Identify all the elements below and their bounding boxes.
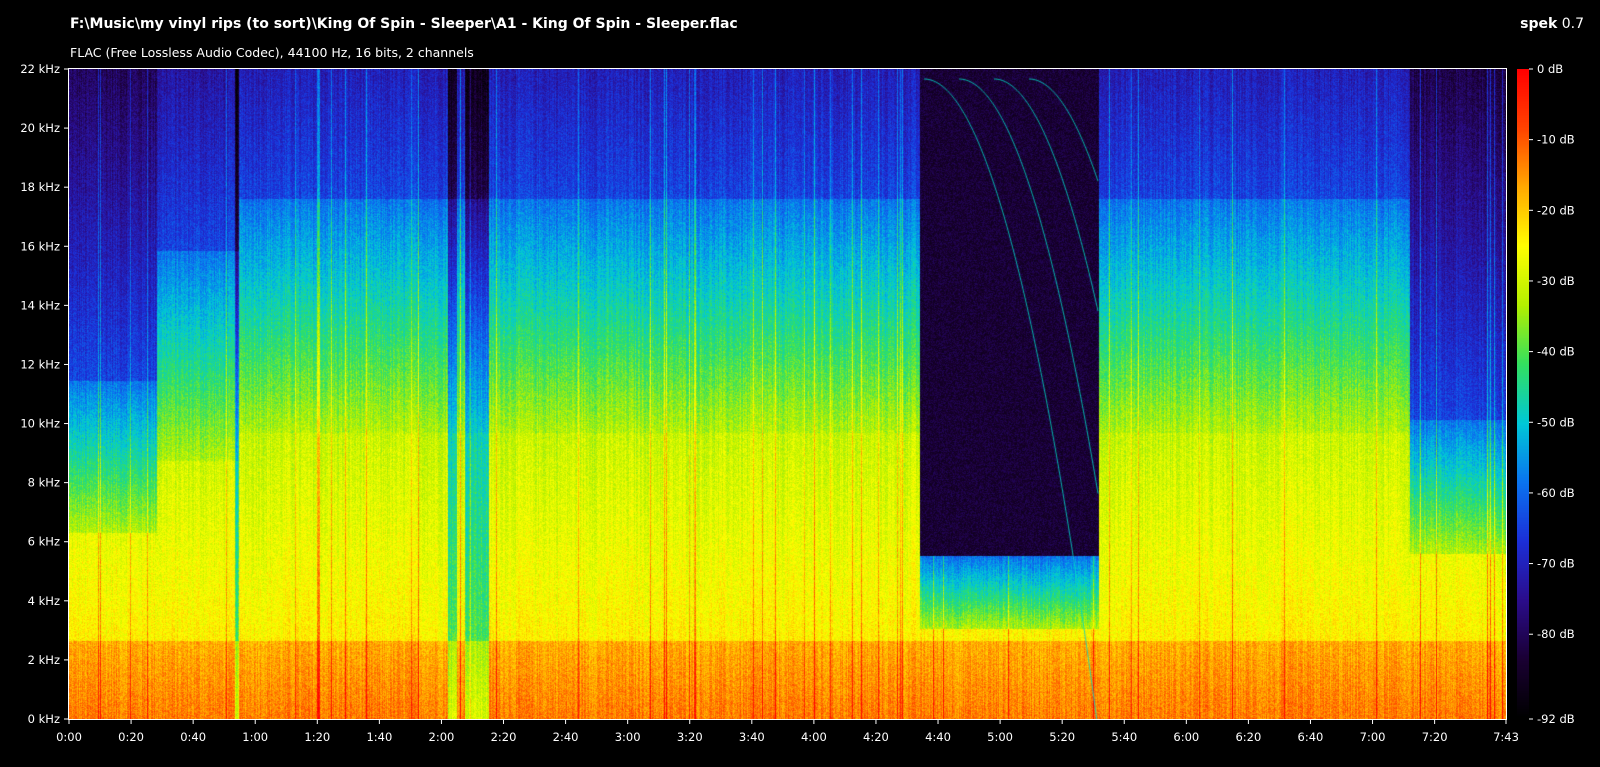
- time-tick-label: 7:00: [1360, 730, 1386, 744]
- spectrogram-image[interactable]: [69, 69, 1506, 719]
- time-tick-label: 3:00: [615, 730, 641, 744]
- time-tick-label: 3:20: [677, 730, 703, 744]
- db-tick-label: 0 dB: [1537, 62, 1563, 76]
- file-path-title: F:\Music\my vinyl rips (to sort)\King Of…: [70, 16, 738, 32]
- freq-tick-label: 0 kHz: [28, 712, 60, 726]
- time-tick-label: 5:00: [987, 730, 1013, 744]
- time-tick-label: 0:00: [56, 730, 82, 744]
- freq-tick-label: 6 kHz: [28, 535, 60, 549]
- time-tick-label: 2:20: [491, 730, 517, 744]
- time-tick-label: 1:20: [304, 730, 330, 744]
- freq-tick-label: 10 kHz: [20, 417, 60, 431]
- db-tick-label: -40 dB: [1537, 345, 1575, 359]
- time-tick-label: 1:40: [366, 730, 392, 744]
- app-title: spek: [1520, 16, 1558, 32]
- db-tick-label: -50 dB: [1537, 415, 1575, 429]
- time-tick-label: 7:43: [1493, 730, 1519, 744]
- freq-tick-label: 14 kHz: [20, 298, 60, 312]
- time-tick-label: 6:20: [1235, 730, 1261, 744]
- freq-tick-label: 2 kHz: [28, 653, 60, 667]
- freq-tick-label: 18 kHz: [20, 180, 60, 194]
- time-tick-label: 3:40: [739, 730, 765, 744]
- freq-tick-label: 16 kHz: [20, 239, 60, 253]
- db-tick-label: -20 dB: [1537, 203, 1575, 217]
- time-tick-label: 5:20: [1049, 730, 1075, 744]
- db-tick-label: -92 dB: [1537, 712, 1575, 726]
- time-tick-label: 4:20: [863, 730, 889, 744]
- app-version: 0.7: [1561, 16, 1584, 32]
- freq-tick-label: 12 kHz: [20, 357, 60, 371]
- spectrogram-plot[interactable]: [68, 68, 1507, 720]
- time-tick-label: 2:40: [553, 730, 579, 744]
- freq-tick-label: 20 kHz: [20, 121, 60, 135]
- time-tick-label: 1:00: [242, 730, 268, 744]
- time-tick-label: 2:00: [429, 730, 455, 744]
- freq-tick-label: 8 kHz: [28, 476, 60, 490]
- file-info: FLAC (Free Lossless Audio Codec), 44100 …: [70, 45, 474, 60]
- app-name: spek 0.7: [1520, 16, 1584, 32]
- db-color-scale: [1517, 69, 1529, 719]
- db-tick-label: -30 dB: [1537, 274, 1575, 288]
- db-tick-label: -60 dB: [1537, 486, 1575, 500]
- time-tick-label: 6:40: [1298, 730, 1324, 744]
- time-tick-label: 4:00: [801, 730, 827, 744]
- time-tick-label: 5:40: [1111, 730, 1137, 744]
- time-tick-label: 0:40: [180, 730, 206, 744]
- time-tick-label: 6:00: [1173, 730, 1199, 744]
- db-tick-label: -80 dB: [1537, 627, 1575, 641]
- time-tick-label: 4:40: [925, 730, 951, 744]
- freq-tick-label: 4 kHz: [28, 594, 60, 608]
- db-tick-label: -10 dB: [1537, 133, 1575, 147]
- freq-tick-label: 22 kHz: [20, 62, 60, 76]
- db-tick-label: -70 dB: [1537, 557, 1575, 571]
- time-tick-label: 0:20: [118, 730, 144, 744]
- time-tick-label: 7:20: [1422, 730, 1448, 744]
